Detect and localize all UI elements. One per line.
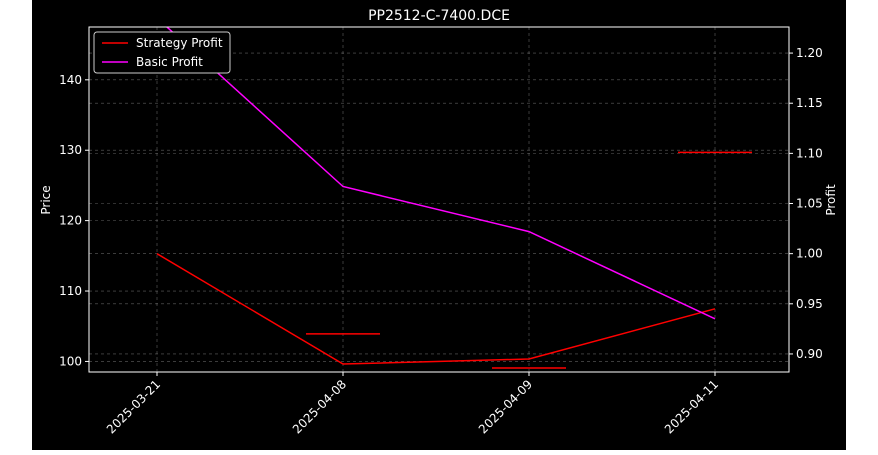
grid-lines <box>89 27 789 372</box>
chart-title: PP2512-C-7400.DCE <box>368 8 510 24</box>
left-tick-label: 140 <box>59 73 82 87</box>
right-axis-label: Profit <box>824 184 838 216</box>
right-tick-label: 1.00 <box>796 247 823 261</box>
left-axis-label: Price <box>39 185 53 214</box>
legend-label: Strategy Profit <box>136 36 223 50</box>
left-tick-label: 130 <box>59 143 82 157</box>
plot-frame <box>88 26 790 373</box>
right-tick-label: 0.95 <box>796 297 823 311</box>
series-group <box>156 27 752 369</box>
x-tick-label: 2025-04-11 <box>662 377 721 436</box>
left-axis-ticks: 100 110 120 130 140 <box>59 73 89 368</box>
left-tick-label: 110 <box>59 284 82 298</box>
chart-canvas: PP2512-C-7400.DCE 100 110 120 130 140 0.90 0.… <box>32 0 846 450</box>
left-tick-label: 100 <box>59 354 82 368</box>
legend: Strategy Profit Basic Profit <box>93 31 231 74</box>
series-line-basic-profit <box>165 27 716 320</box>
left-tick-label: 120 <box>59 214 82 228</box>
legend-label: Basic Profit <box>136 55 203 69</box>
x-tick-label: 2025-04-09 <box>476 377 535 436</box>
x-tick-label: 2025-03-21 <box>104 377 163 436</box>
right-tick-label: 0.90 <box>796 347 823 361</box>
right-tick-label: 1.20 <box>796 46 823 60</box>
right-tick-label: 1.05 <box>796 197 823 211</box>
right-tick-label: 1.10 <box>796 146 823 160</box>
x-tick-label: 2025-04-08 <box>290 377 349 436</box>
right-tick-label: 1.15 <box>796 96 823 110</box>
x-axis-ticks: 2025-03-21 2025-04-08 2025-04-09 2025-04-11 <box>104 372 721 436</box>
right-axis-ticks: 0.90 0.95 1.00 1.05 1.10 1.15 1.20 <box>789 46 823 361</box>
series-line-strategy-profit <box>156 253 716 365</box>
